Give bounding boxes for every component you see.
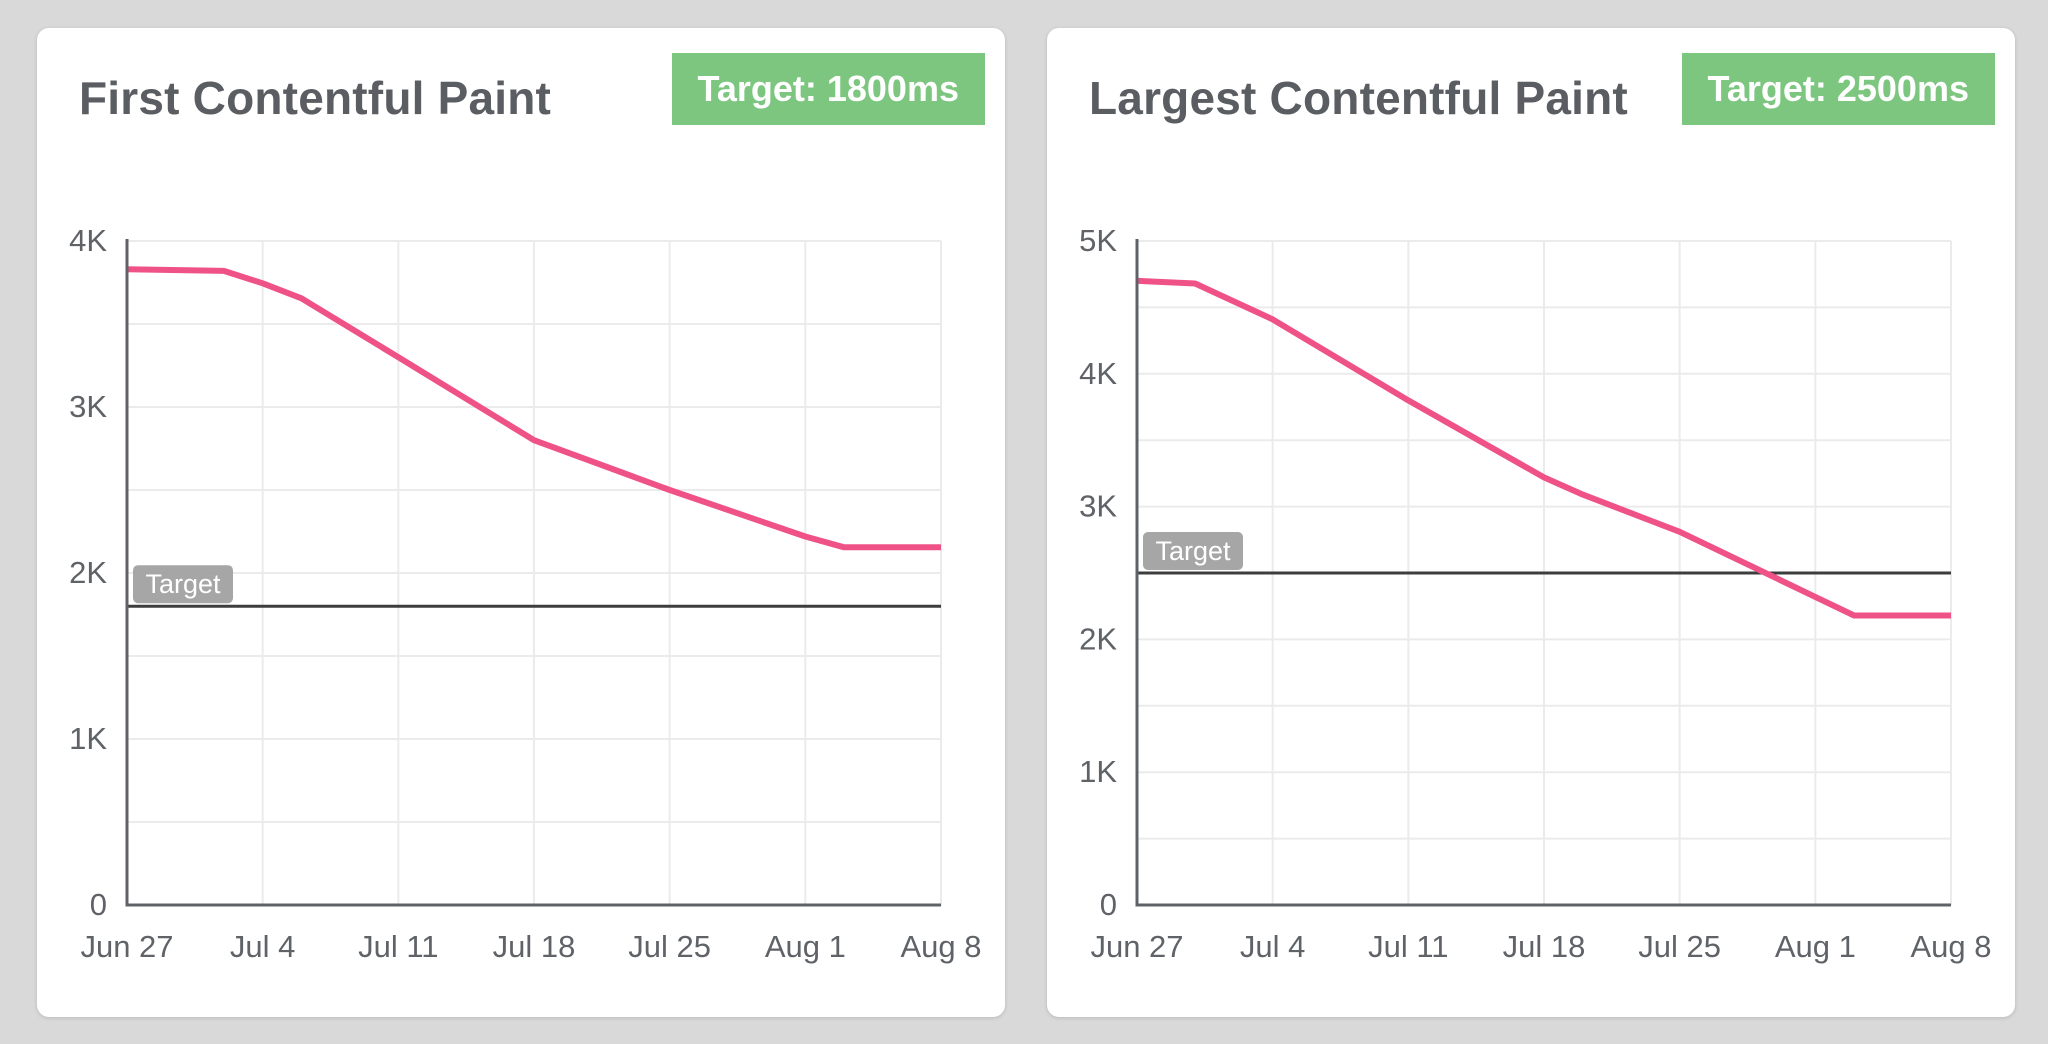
x-tick-label: Jul 11 [1368,929,1448,964]
lcp-chart-title: Largest Contentful Paint [1089,72,1628,124]
x-tick-label: Aug 8 [1910,929,1991,964]
x-tick-label: Aug 1 [1775,929,1856,964]
lcp-line-chart: Target 0 1K 2K 3K 4K 5K Jun 27 Jul 4 Jul 11 Jul 18… [1079,223,1991,964]
y-tick-label: 2K [69,555,107,590]
target-label-badge [1143,532,1243,570]
x-tick-label: Jun 27 [80,929,173,964]
lcp-card-header: Largest Contentful Paint Target: 2500ms [1047,28,2015,183]
target-label-badge [133,565,233,604]
fcp-chart-title: First Contentful Paint [79,72,552,124]
x-tick-label: Aug 8 [900,929,981,964]
metric-series-line [1136,277,1951,619]
y-tick-label: 1K [69,721,107,756]
target-label-text: Target [1155,536,1231,566]
y-tick-label: 3K [1079,489,1117,524]
x-tick-label: Jul 25 [1638,929,1721,964]
lcp-target-badge: Target: 2500ms [1681,53,1995,125]
metric-series-line [126,266,941,551]
fcp-card-header: First Contentful Paint Target: 1800ms [37,28,1005,183]
x-tick-label: Jun 27 [1090,929,1183,964]
x-tick-label: Aug 1 [765,929,846,964]
y-tick-label: 5K [1079,223,1117,258]
target-label-text: Target [145,569,221,599]
y-tick-label: 0 [90,887,107,922]
y-tick-label: 3K [69,389,107,424]
x-tick-label: Jul 4 [230,929,295,964]
lcp-card: Largest Contentful Paint Target: 2500ms … [1047,28,2015,1017]
fcp-target-badge: Target: 1800ms [671,53,985,125]
y-tick-label: 2K [1079,621,1117,656]
fcp-line-chart: Target 0 1K 2K 3K 4K Jun 27 Jul 4 Jul 11 Jul 18 Ju… [69,223,981,964]
y-tick-label: 0 [1100,887,1117,922]
x-tick-label: Jul 25 [628,929,711,964]
x-tick-label: Jul 11 [358,929,438,964]
fcp-card: First Contentful Paint Target: 1800ms Ta… [37,28,1005,1017]
y-tick-label: 1K [1079,754,1117,789]
x-tick-label: Jul 18 [493,929,576,964]
y-tick-label: 4K [1079,356,1117,391]
x-tick-label: Jul 4 [1240,929,1305,964]
y-tick-label: 4K [69,223,107,258]
x-tick-label: Jul 18 [1503,929,1586,964]
